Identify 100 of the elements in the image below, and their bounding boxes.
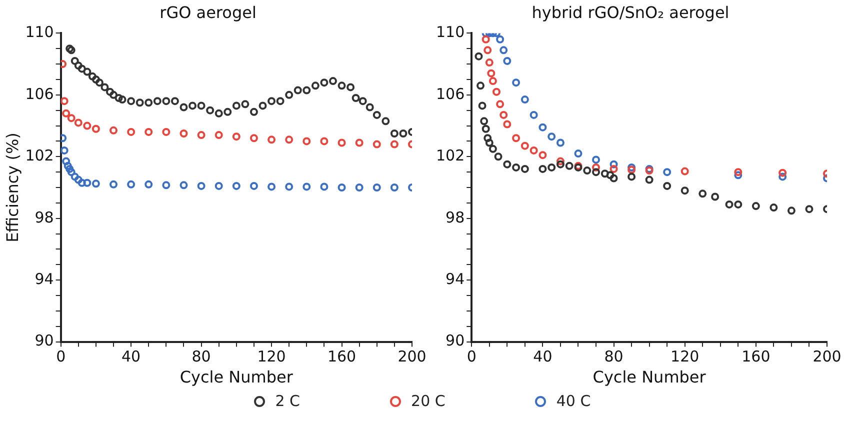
point bbox=[110, 126, 118, 134]
point bbox=[538, 151, 547, 160]
point bbox=[778, 168, 787, 177]
point bbox=[285, 182, 294, 191]
point bbox=[232, 182, 240, 190]
legend-label: 2 C bbox=[275, 392, 300, 410]
point bbox=[770, 204, 778, 212]
y-tick-label: 102 bbox=[25, 146, 54, 165]
point bbox=[241, 100, 250, 108]
point bbox=[110, 180, 118, 188]
point bbox=[346, 83, 355, 92]
point bbox=[484, 46, 492, 54]
point bbox=[352, 94, 360, 102]
point bbox=[197, 131, 206, 140]
point bbox=[268, 97, 276, 106]
point bbox=[382, 117, 390, 126]
point bbox=[268, 182, 276, 191]
point bbox=[110, 90, 118, 99]
point bbox=[170, 97, 179, 106]
point bbox=[805, 205, 814, 214]
point bbox=[492, 88, 501, 96]
x-tick-label: 200 bbox=[812, 348, 842, 366]
point bbox=[62, 109, 70, 118]
point bbox=[162, 97, 170, 106]
x-tick-label: 160 bbox=[742, 348, 770, 366]
point bbox=[503, 160, 512, 168]
y-tick-label: 98 bbox=[446, 208, 465, 226]
point bbox=[734, 171, 742, 180]
y-tick-label: 110 bbox=[25, 23, 54, 42]
point bbox=[390, 129, 398, 138]
point bbox=[592, 163, 600, 172]
point bbox=[106, 88, 114, 96]
point bbox=[390, 184, 398, 192]
point bbox=[144, 98, 153, 107]
point bbox=[512, 163, 520, 172]
point bbox=[214, 131, 223, 140]
point bbox=[752, 202, 760, 210]
point bbox=[268, 136, 276, 144]
point bbox=[92, 124, 100, 133]
point bbox=[118, 96, 126, 104]
point bbox=[338, 82, 346, 90]
point bbox=[600, 170, 609, 178]
x-tick-label: 80 bbox=[192, 348, 211, 366]
point bbox=[320, 137, 328, 146]
point bbox=[70, 56, 79, 65]
point bbox=[628, 163, 636, 172]
point bbox=[127, 128, 136, 136]
point bbox=[520, 142, 529, 150]
point bbox=[285, 90, 294, 99]
point bbox=[92, 75, 100, 84]
point bbox=[538, 123, 547, 132]
point bbox=[390, 140, 398, 148]
point bbox=[610, 160, 618, 168]
point bbox=[512, 78, 520, 87]
point bbox=[311, 82, 320, 90]
x-tick-label: 200 bbox=[398, 348, 426, 366]
point bbox=[372, 140, 381, 148]
point bbox=[88, 72, 96, 80]
point bbox=[302, 182, 311, 191]
point bbox=[476, 82, 485, 90]
point bbox=[180, 181, 188, 190]
point bbox=[95, 78, 104, 87]
point bbox=[320, 78, 328, 87]
point bbox=[482, 35, 490, 44]
point bbox=[512, 134, 520, 142]
point bbox=[214, 182, 223, 190]
y-tick-label: 90 bbox=[446, 332, 465, 350]
x-tick-label: 0 bbox=[466, 348, 476, 366]
point bbox=[645, 176, 654, 184]
point bbox=[162, 128, 170, 136]
point bbox=[60, 97, 68, 106]
point bbox=[83, 178, 92, 187]
point bbox=[548, 163, 556, 172]
x-tick-label: 80 bbox=[604, 348, 624, 366]
point bbox=[250, 182, 258, 190]
y-tick-label: 106 bbox=[436, 84, 465, 103]
point bbox=[698, 190, 707, 198]
point bbox=[338, 138, 346, 147]
point bbox=[663, 182, 672, 190]
point bbox=[734, 200, 742, 208]
point bbox=[787, 206, 796, 215]
point bbox=[74, 62, 82, 70]
point bbox=[214, 109, 223, 118]
point bbox=[197, 102, 206, 110]
point bbox=[162, 181, 170, 190]
point bbox=[294, 86, 302, 94]
point bbox=[285, 136, 294, 144]
point bbox=[180, 103, 188, 112]
point bbox=[503, 120, 512, 128]
point bbox=[92, 180, 100, 188]
point bbox=[500, 46, 508, 54]
point bbox=[778, 172, 787, 181]
point bbox=[153, 97, 162, 106]
point bbox=[64, 162, 72, 170]
point bbox=[60, 146, 68, 154]
x-tick-label: 120 bbox=[257, 348, 286, 366]
point bbox=[78, 178, 86, 187]
point bbox=[610, 174, 618, 182]
point bbox=[480, 117, 488, 126]
point bbox=[144, 128, 153, 136]
